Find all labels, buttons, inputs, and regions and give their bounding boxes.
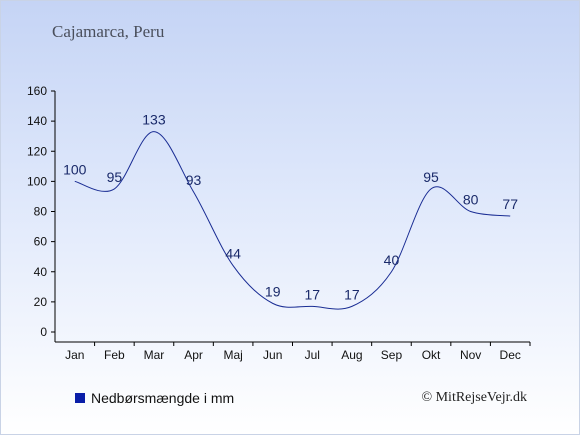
chart-title: Cajamarca, Peru [52, 22, 165, 41]
legend: Nedbørsmængde i mm [75, 390, 234, 406]
data-label: 95 [423, 169, 439, 185]
y-tick-label: 80 [34, 205, 48, 219]
data-label: 100 [63, 161, 87, 177]
legend-swatch [75, 393, 85, 403]
y-tick-label: 160 [27, 84, 47, 98]
data-label: 93 [186, 172, 202, 188]
x-tick-label: Jun [263, 348, 282, 362]
y-tick-label: 100 [27, 174, 47, 188]
y-tick-label: 40 [34, 265, 48, 279]
data-label: 40 [384, 252, 400, 268]
x-tick-label: Jan [65, 348, 84, 362]
x-tick-label: Maj [223, 348, 242, 362]
x-tick-label: Apr [184, 348, 203, 362]
y-tick-label: 140 [27, 114, 47, 128]
x-tick-label: Mar [144, 348, 165, 362]
data-label: 44 [225, 246, 241, 262]
x-tick-label: Aug [341, 348, 362, 362]
y-tick-label: 20 [34, 295, 48, 309]
legend-label: Nedbørsmængde i mm [91, 390, 235, 406]
data-label: 77 [502, 196, 518, 212]
series-line [74, 131, 511, 310]
x-tick-label: Okt [422, 348, 441, 362]
data-label: 95 [107, 169, 123, 185]
x-tick-label: Feb [104, 348, 125, 362]
x-tick-label: Nov [460, 348, 481, 362]
data-label: 19 [265, 283, 281, 299]
y-tick-label: 0 [40, 325, 47, 339]
data-label: 133 [142, 112, 166, 128]
x-tick-label: Dec [500, 348, 521, 362]
x-tick-label: Jul [305, 348, 320, 362]
data-label: 17 [305, 286, 321, 302]
x-tick-label: Sep [381, 348, 403, 362]
credit-text: © MitRejseVejr.dk [421, 390, 527, 405]
y-tick-label: 120 [27, 144, 47, 158]
y-tick-label: 60 [34, 235, 48, 249]
data-label: 17 [344, 286, 360, 302]
data-label: 80 [463, 192, 479, 208]
